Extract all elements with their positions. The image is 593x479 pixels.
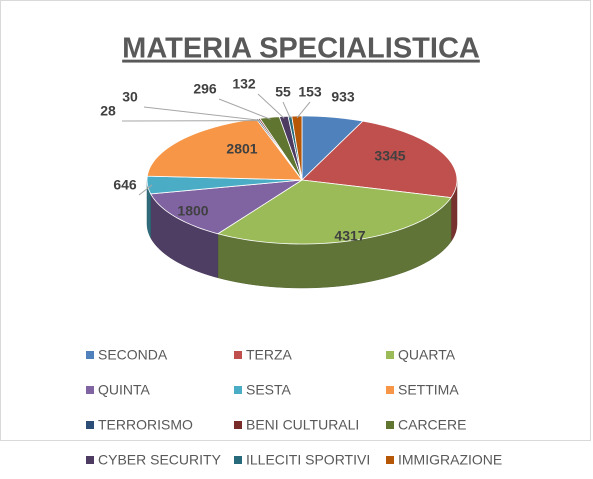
slice [291, 115, 303, 181]
leader-line [296, 101, 311, 119]
legend-label: SESTA [246, 382, 292, 398]
slice [146, 175, 303, 195]
leader-line [143, 106, 261, 121]
leader-line [138, 184, 153, 196]
legend-label: CARCERE [398, 417, 466, 433]
slice [146, 118, 303, 181]
legend-label: ILLECITI SPORTIVI [246, 452, 370, 468]
slice [301, 115, 364, 181]
data-label: 132 [232, 76, 256, 92]
legend-label: IMMIGRAZIONE [398, 452, 502, 468]
pie: 933 3345 4317 1800 646 2801 28 30 296 132 55 153 [100, 76, 458, 289]
legend-label: CYBER SECURITY [98, 452, 222, 468]
slice [150, 179, 303, 235]
legend-label: SECONDA [98, 347, 168, 363]
legend-swatch [234, 421, 242, 429]
data-label: 2801 [226, 141, 257, 157]
legend-label: SETTIMA [398, 382, 459, 398]
data-label: 30 [122, 89, 138, 105]
chart-title: MATERIA SPECIALISTICA [122, 33, 480, 65]
leader-line [218, 98, 271, 120]
legend: SECONDA TERZA QUARTA QUINTA SESTA SETTIMA TERR… [86, 347, 502, 468]
data-label: 1800 [177, 203, 208, 219]
data-label: 28 [100, 103, 116, 119]
legend-swatch [386, 386, 394, 394]
data-label: 153 [298, 84, 322, 100]
leader-line [257, 93, 285, 119]
data-label: 933 [331, 89, 355, 105]
chart-frame [0, 0, 591, 441]
legend-label: TERZA [246, 347, 293, 363]
slice [301, 120, 458, 199]
data-label: 55 [275, 84, 291, 100]
legend-swatch [234, 351, 242, 359]
legend-label: QUINTA [98, 382, 151, 398]
data-label: 3345 [374, 148, 405, 164]
legend-swatch [386, 351, 394, 359]
legend-swatch [234, 386, 242, 394]
legend-label: TERRORISMO [98, 417, 193, 433]
legend-swatch [86, 456, 94, 464]
data-label: 296 [193, 81, 217, 97]
legend-swatch [86, 421, 94, 429]
data-label: 646 [113, 177, 137, 193]
legend-swatch [386, 456, 394, 464]
legend-label: BENI CULTURALI [246, 417, 359, 433]
legend-swatch [234, 456, 242, 464]
legend-swatch [386, 421, 394, 429]
slice [216, 179, 452, 245]
leader-line [282, 101, 291, 119]
legend-label: QUARTA [398, 347, 456, 363]
legend-swatch [86, 351, 94, 359]
legend-swatch [86, 386, 94, 394]
data-label: 4317 [334, 228, 365, 244]
